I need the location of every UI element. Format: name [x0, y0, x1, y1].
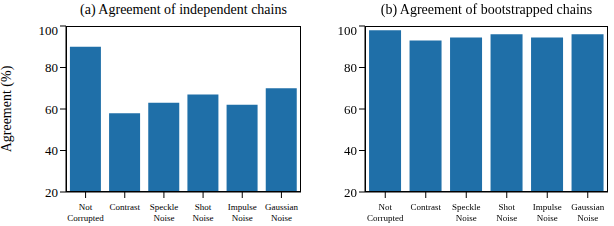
svg-text:ShotNoise: ShotNoise: [193, 202, 214, 223]
svg-text:20: 20: [344, 185, 357, 200]
svg-text:SpeckleNoise: SpeckleNoise: [452, 202, 481, 223]
svg-text:Contrast: Contrast: [411, 202, 442, 212]
html-text:(a) Agreement of independent c: (a) Agreement of independent chains: [80, 2, 287, 17]
svg-text:100: 100: [338, 23, 358, 38]
svg-text:80: 80: [344, 60, 357, 75]
svg-text:80: 80: [45, 60, 58, 75]
svg-text:40: 40: [344, 143, 357, 158]
svg-text:Agreement (%): Agreement (%): [8, 65, 15, 152]
svg-text:GaussianNoise: GaussianNoise: [571, 202, 604, 223]
svg-text:60: 60: [344, 102, 357, 117]
svg-text:60: 60: [45, 102, 58, 117]
svg-text:40: 40: [45, 143, 58, 158]
svg-text:ImpulseNoise: ImpulseNoise: [228, 202, 257, 223]
svg-text:SpeckleNoise: SpeckleNoise: [150, 202, 179, 223]
html-text:(b) Agreement of bootstrapped: (b) Agreement of bootstrapped chains: [380, 2, 593, 17]
svg-text:NotCorrupted: NotCorrupted: [367, 202, 404, 223]
svg-text:20: 20: [45, 185, 58, 200]
svg-text:NotCorrupted: NotCorrupted: [67, 202, 104, 223]
svg-text:ShotNoise: ShotNoise: [496, 202, 517, 223]
svg-text:ImpulseNoise: ImpulseNoise: [533, 202, 562, 223]
svg-text:Contrast: Contrast: [110, 202, 141, 212]
svg-text:GaussianNoise: GaussianNoise: [265, 202, 298, 223]
svg-text:100: 100: [39, 23, 59, 38]
